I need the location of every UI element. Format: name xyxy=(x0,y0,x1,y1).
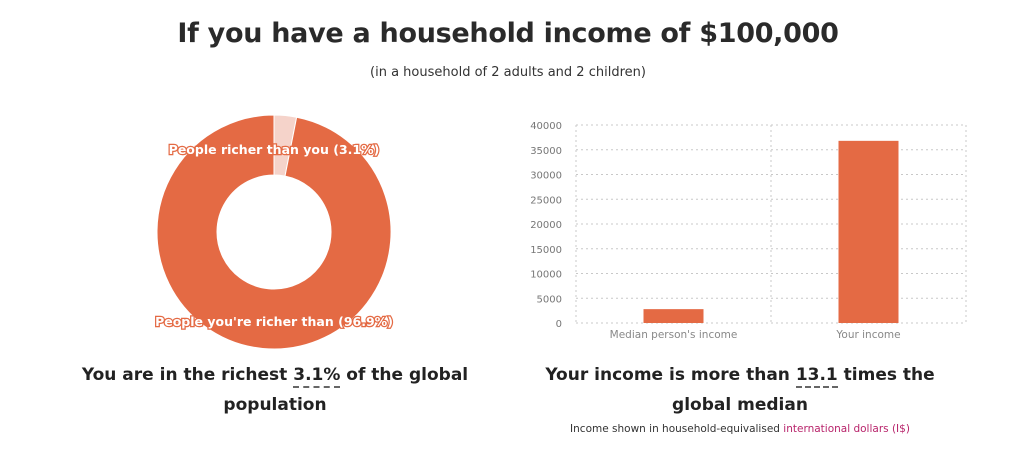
bar-chart: 0 5000 10000 15000 20000 25000 30000 35000 40000… xyxy=(530,121,967,341)
median-caption-pre: Your income is more than xyxy=(545,365,796,385)
y-tick-label: 25000 xyxy=(530,195,562,206)
bar-1[interactable] xyxy=(838,140,899,323)
y-tick-label: 35000 xyxy=(530,146,562,157)
median-multiple[interactable]: 13.1 xyxy=(795,365,838,388)
y-tick-label: 10000 xyxy=(530,270,562,281)
y-tick-label: 15000 xyxy=(530,245,562,256)
donut-label-0: People richer than you (3.1%) xyxy=(169,142,380,157)
donut-slice-1[interactable] xyxy=(156,114,392,350)
y-tick-label: 20000 xyxy=(530,220,562,231)
footnote: Income shown in household-equivalised in… xyxy=(520,423,960,435)
richest-percentage[interactable]: 3.1% xyxy=(293,365,341,388)
y-tick-label: 40000 xyxy=(530,121,562,132)
y-tick-label: 30000 xyxy=(530,171,562,182)
richest-caption-pre: You are in the richest xyxy=(81,365,294,385)
page-title: If you have a household income of $100,0… xyxy=(177,18,839,49)
y-tick-label: 0 xyxy=(556,319,562,330)
donut-label-1: People you're richer than (96.9%) xyxy=(155,314,393,329)
median-caption: Your income is more than 13.1 times the … xyxy=(520,360,960,420)
bar-0[interactable] xyxy=(643,309,704,323)
y-tick-label: 5000 xyxy=(537,294,562,305)
richest-caption: You are in the richest 3.1% of the globa… xyxy=(80,360,470,420)
page-subtitle: (in a household of 2 adults and 2 childr… xyxy=(370,65,646,80)
donut-chart: People richer than you (3.1%) People you'… xyxy=(154,114,394,350)
footnote-text: Income shown in household-equivalised xyxy=(570,423,784,435)
richest-caption-post: of the global population xyxy=(223,365,469,415)
x-tick-label: Your income xyxy=(835,329,900,341)
international-dollars-link[interactable]: international dollars (I$) xyxy=(783,423,910,435)
median-caption-post: times the global median xyxy=(672,365,935,415)
x-tick-label: Median person's income xyxy=(610,329,738,341)
